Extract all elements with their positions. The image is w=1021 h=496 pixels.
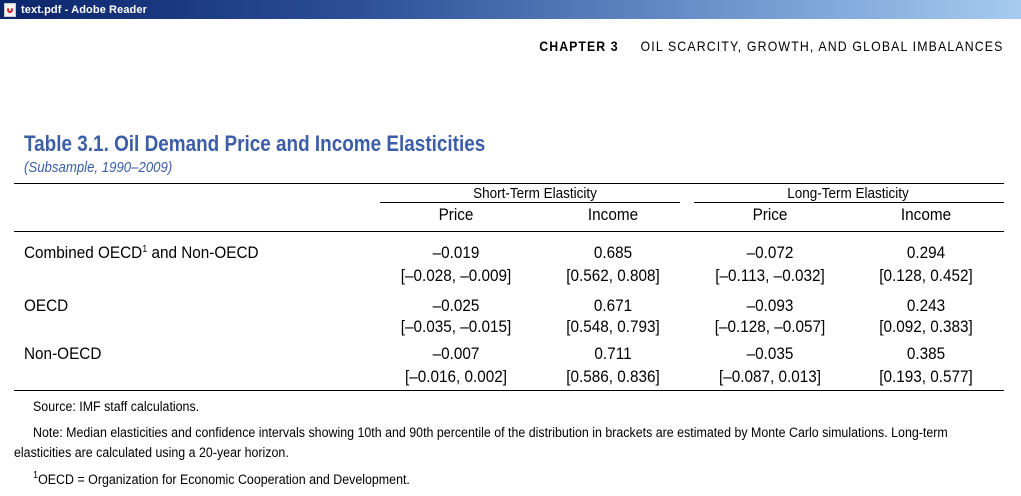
note-line-2: elasticities are calculated using a 20-y… xyxy=(14,445,289,460)
interval-cell: [–0.035, –0.015] xyxy=(400,317,512,336)
source-note: Source: IMF staff calculations. xyxy=(33,399,200,414)
table-bottom-rule xyxy=(14,390,1004,391)
window-title: text.pdf - Adobe Reader xyxy=(21,3,147,16)
table-cell: –0.007 xyxy=(432,344,480,363)
chapter-label: CHAPTER 3 xyxy=(539,38,620,54)
group-header-short-term: Short-Term Elasticity xyxy=(473,185,597,202)
interval-cell: [0.128, 0.452] xyxy=(879,266,973,285)
chapter-title: OIL SCARCITY, GROWTH, AND GLOBAL IMBALAN… xyxy=(641,38,1004,54)
interval-cell: [–0.128, –0.057] xyxy=(714,317,826,336)
col-header-st-price: Price xyxy=(438,205,474,224)
interval-cell: [0.586, 0.836] xyxy=(566,367,660,386)
table-cell: 0.294 xyxy=(906,243,946,262)
row-label-oecd: OECD xyxy=(24,296,69,315)
table-cell: 0.385 xyxy=(906,344,946,363)
interval-cell: [–0.087, 0.013] xyxy=(718,367,822,386)
col-header-st-income: Income xyxy=(587,205,639,224)
table-cell: –0.035 xyxy=(746,344,794,363)
group-header-long-term: Long-Term Elasticity xyxy=(787,185,909,202)
long-term-group-rule xyxy=(694,202,1004,203)
table-title: Table 3.1. Oil Demand Price and Income E… xyxy=(24,131,486,156)
interval-cell: [–0.113, –0.032] xyxy=(715,266,825,285)
interval-cell: [0.193, 0.577] xyxy=(879,367,973,386)
col-header-lt-income: Income xyxy=(900,205,952,224)
col-header-lt-price: Price xyxy=(752,205,788,224)
interval-cell: [0.562, 0.808] xyxy=(566,266,660,285)
note-line-1: Note: Median elasticities and confidence… xyxy=(33,425,948,440)
window-title-bar[interactable]: text.pdf - Adobe Reader xyxy=(0,0,1021,19)
table-cell: 0.685 xyxy=(593,243,633,262)
header-bottom-rule xyxy=(14,231,1004,232)
table-cell: 0.711 xyxy=(594,344,632,363)
table-subtitle: (Subsample, 1990–2009) xyxy=(24,159,173,176)
interval-cell: [0.548, 0.793] xyxy=(566,317,660,336)
table-cell: 0.671 xyxy=(593,296,633,315)
row-label-combined: Combined OECD1 and Non-OECD xyxy=(24,243,259,262)
table-cell: 0.243 xyxy=(906,296,946,315)
table-cell: –0.093 xyxy=(746,296,794,315)
table-top-rule xyxy=(14,183,1004,184)
table-cell: –0.025 xyxy=(432,296,480,315)
pdf-file-icon xyxy=(4,2,16,17)
oecd-footnote: 1OECD = Organization for Economic Cooper… xyxy=(33,470,410,487)
running-header: CHAPTER 3 OIL SCARCITY, GROWTH, AND GLOB… xyxy=(540,38,1004,54)
row-label-non-oecd: Non-OECD xyxy=(24,344,102,363)
table-cell: –0.019 xyxy=(432,243,480,262)
interval-cell: [–0.028, –0.009] xyxy=(400,266,512,285)
short-term-group-rule xyxy=(380,202,680,203)
interval-cell: [0.092, 0.383] xyxy=(879,317,973,336)
table-cell: –0.072 xyxy=(746,243,794,262)
interval-cell: [–0.016, 0.002] xyxy=(404,367,508,386)
